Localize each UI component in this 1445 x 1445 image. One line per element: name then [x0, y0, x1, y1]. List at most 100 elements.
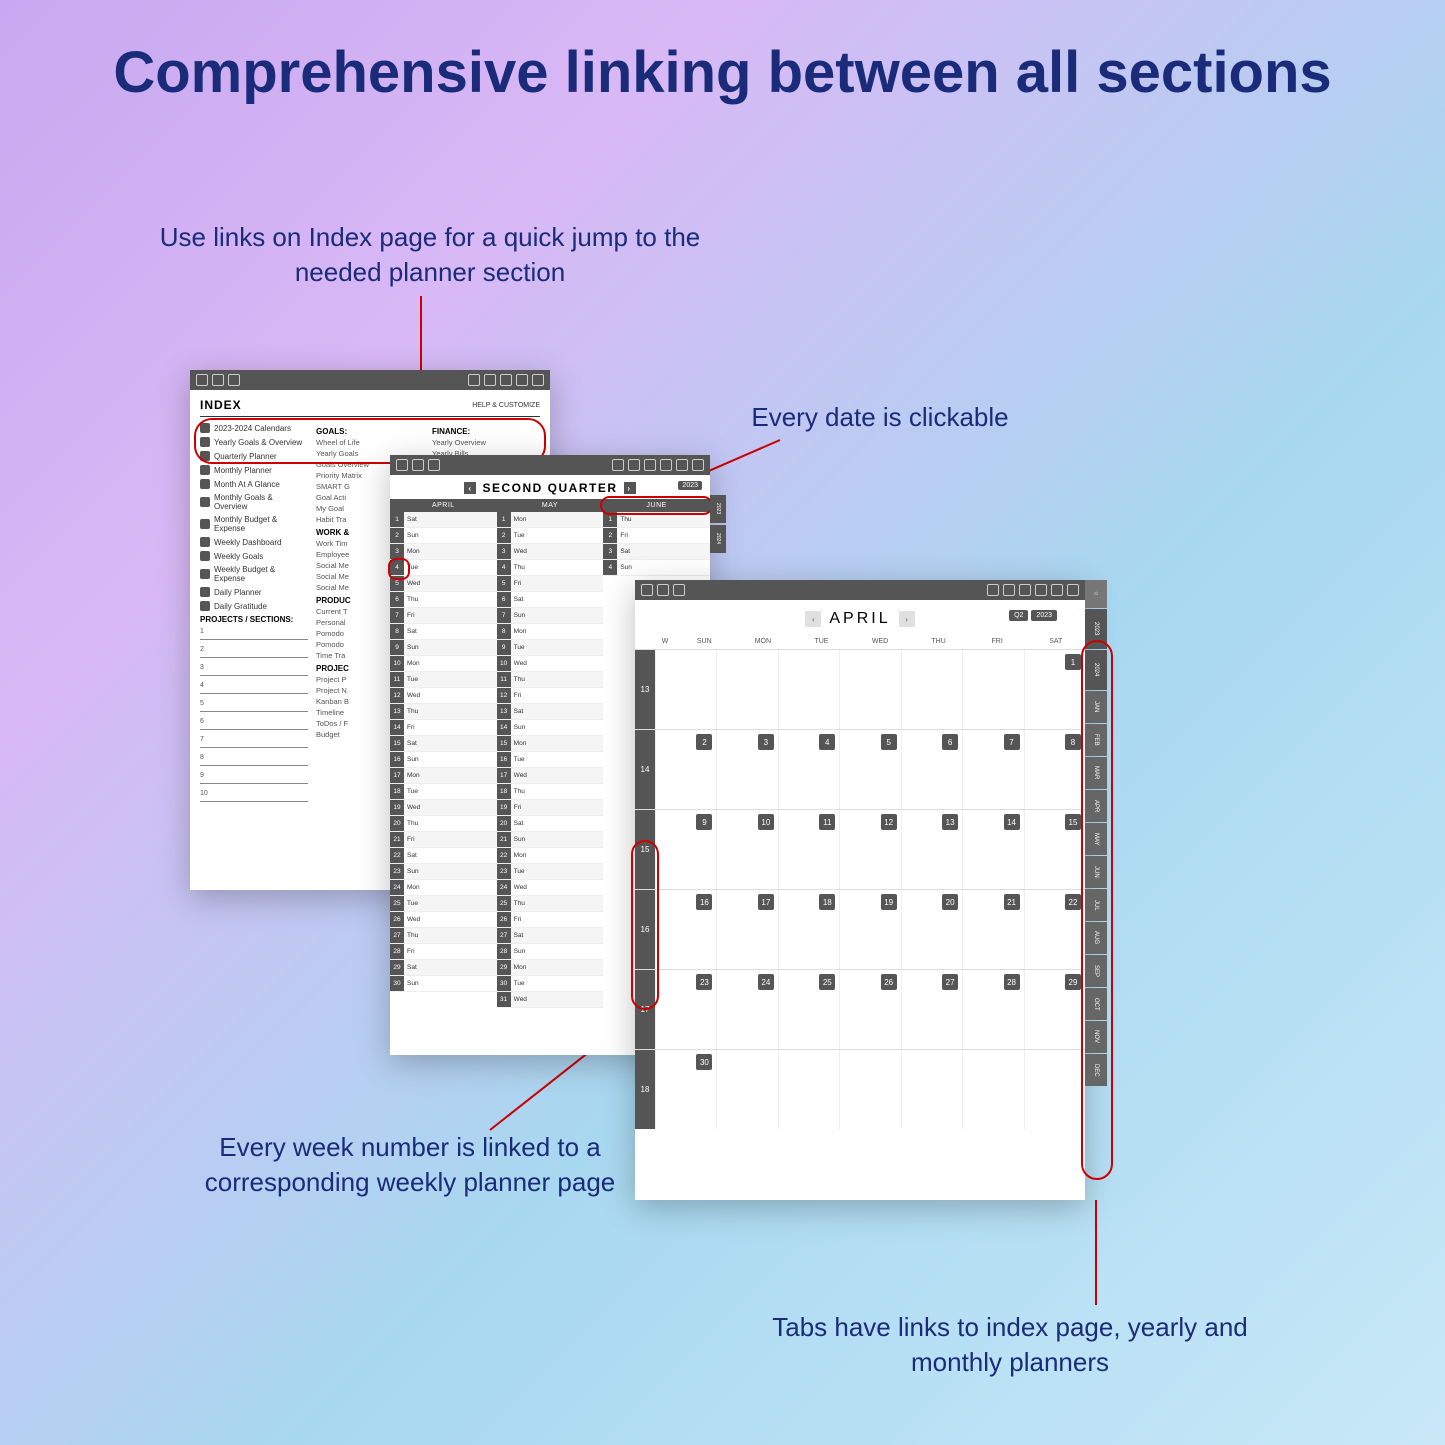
day-cell[interactable] [778, 650, 839, 729]
index-link[interactable]: Wheel of Life [316, 438, 424, 447]
day-cell[interactable] [962, 650, 1023, 729]
side-tab[interactable]: MAY [1085, 823, 1107, 855]
date-row[interactable]: 20Sat [497, 816, 604, 832]
week-number[interactable]: 13 [635, 650, 655, 729]
d-icon[interactable] [1051, 584, 1063, 596]
index-link[interactable]: Daily Planner [200, 587, 308, 597]
side-tab[interactable]: 2024 [1085, 650, 1107, 690]
day-cell[interactable]: 24 [716, 970, 777, 1049]
date-row[interactable]: 14Sun [497, 720, 604, 736]
index-link[interactable]: Weekly Budget & Expense [200, 565, 308, 583]
date-row[interactable]: 21Fri [390, 832, 497, 848]
day-cell[interactable]: 20 [901, 890, 962, 969]
q-icon[interactable] [484, 374, 496, 386]
date-row[interactable]: 9Sun [390, 640, 497, 656]
date-row[interactable]: 27Thu [390, 928, 497, 944]
project-line[interactable]: 3 [200, 662, 308, 676]
day-cell[interactable]: 1 [1024, 650, 1085, 729]
side-tab[interactable]: JUL [1085, 889, 1107, 921]
index-link[interactable]: Month At A Glance [200, 479, 308, 489]
side-tab[interactable]: NOV [1085, 1021, 1107, 1053]
date-row[interactable]: 18Thu [497, 784, 604, 800]
m-icon[interactable] [1019, 584, 1031, 596]
index-link[interactable]: Daily Gratitude [200, 601, 308, 611]
date-row[interactable]: 17Wed [497, 768, 604, 784]
w-icon[interactable] [1035, 584, 1047, 596]
help-customize[interactable]: HELP & CUSTOMIZE [472, 402, 540, 409]
date-row[interactable]: 24Mon [390, 880, 497, 896]
date-row[interactable]: 12Wed [390, 688, 497, 704]
month-tab[interactable]: MAY [497, 499, 604, 512]
date-row[interactable]: 2Fri [603, 528, 710, 544]
date-row[interactable]: 29Mon [497, 960, 604, 976]
day-cell[interactable] [839, 1050, 900, 1129]
date-row[interactable]: 30Tue [497, 976, 604, 992]
calendar-icon[interactable] [657, 584, 669, 596]
year-tab[interactable]: 2024 [710, 525, 726, 553]
date-row[interactable]: 2Tue [497, 528, 604, 544]
index-link[interactable]: Yearly Overview [432, 438, 540, 447]
day-cell[interactable]: 23 [655, 970, 716, 1049]
day-cell[interactable]: 18 [778, 890, 839, 969]
date-row[interactable]: 28Sun [497, 944, 604, 960]
side-tab[interactable]: AUG [1085, 922, 1107, 954]
date-row[interactable]: 5Fri [497, 576, 604, 592]
year-tab[interactable]: 2023 [710, 495, 726, 523]
date-row[interactable]: 10Mon [390, 656, 497, 672]
side-tab[interactable]: JUN [1085, 856, 1107, 888]
next-month-button[interactable]: › [899, 611, 915, 627]
date-row[interactable]: 13Sat [497, 704, 604, 720]
date-row[interactable]: 3Sat [603, 544, 710, 560]
date-row[interactable]: 17Mon [390, 768, 497, 784]
check-icon[interactable] [428, 459, 440, 471]
project-line[interactable]: 10 [200, 788, 308, 802]
side-tab[interactable]: ⌂ [1085, 580, 1107, 608]
date-row[interactable]: 7Sun [497, 608, 604, 624]
date-row[interactable]: 22Mon [497, 848, 604, 864]
date-row[interactable]: 19Fri [497, 800, 604, 816]
project-line[interactable]: 6 [200, 716, 308, 730]
day-cell[interactable]: 30 [655, 1050, 716, 1129]
date-row[interactable]: 3Wed [497, 544, 604, 560]
project-line[interactable]: 7 [200, 734, 308, 748]
chevron-left-icon[interactable] [1067, 584, 1079, 596]
badge[interactable]: Q2 [1009, 610, 1028, 621]
side-tab[interactable]: SEP [1085, 955, 1107, 987]
y-icon[interactable] [468, 374, 480, 386]
day-cell[interactable] [655, 650, 716, 729]
date-row[interactable]: 15Mon [497, 736, 604, 752]
day-cell[interactable] [839, 650, 900, 729]
chevron-left-icon[interactable] [692, 459, 704, 471]
d-icon[interactable] [676, 459, 688, 471]
date-row[interactable]: 1Sat [390, 512, 497, 528]
day-cell[interactable] [901, 650, 962, 729]
date-row[interactable]: 8Sat [390, 624, 497, 640]
month-tab[interactable]: APRIL [390, 499, 497, 512]
week-number[interactable]: 18 [635, 1050, 655, 1129]
index-link[interactable]: Monthly Goals & Overview [200, 493, 308, 511]
day-cell[interactable]: 21 [962, 890, 1023, 969]
date-row[interactable]: 11Thu [497, 672, 604, 688]
index-link[interactable]: 2023-2024 Calendars [200, 423, 308, 433]
day-cell[interactable]: 29 [1024, 970, 1085, 1049]
w-icon[interactable] [660, 459, 672, 471]
y-icon[interactable] [987, 584, 999, 596]
side-tab[interactable]: DEC [1085, 1054, 1107, 1086]
w-icon[interactable] [516, 374, 528, 386]
prev-quarter-button[interactable]: ‹ [464, 482, 476, 494]
index-link[interactable]: Yearly Goals & Overview [200, 437, 308, 447]
index-link[interactable]: Weekly Goals [200, 551, 308, 561]
project-line[interactable]: 5 [200, 698, 308, 712]
date-row[interactable]: 4Tue [390, 560, 497, 576]
q-icon[interactable] [628, 459, 640, 471]
day-cell[interactable] [778, 1050, 839, 1129]
date-row[interactable]: 6Thu [390, 592, 497, 608]
date-row[interactable]: 10Wed [497, 656, 604, 672]
check-icon[interactable] [228, 374, 240, 386]
side-tab[interactable]: 2023 [1085, 609, 1107, 649]
date-row[interactable]: 16Tue [497, 752, 604, 768]
day-cell[interactable]: 26 [839, 970, 900, 1049]
home-icon[interactable] [196, 374, 208, 386]
date-row[interactable]: 24Wed [497, 880, 604, 896]
day-cell[interactable]: 14 [962, 810, 1023, 889]
